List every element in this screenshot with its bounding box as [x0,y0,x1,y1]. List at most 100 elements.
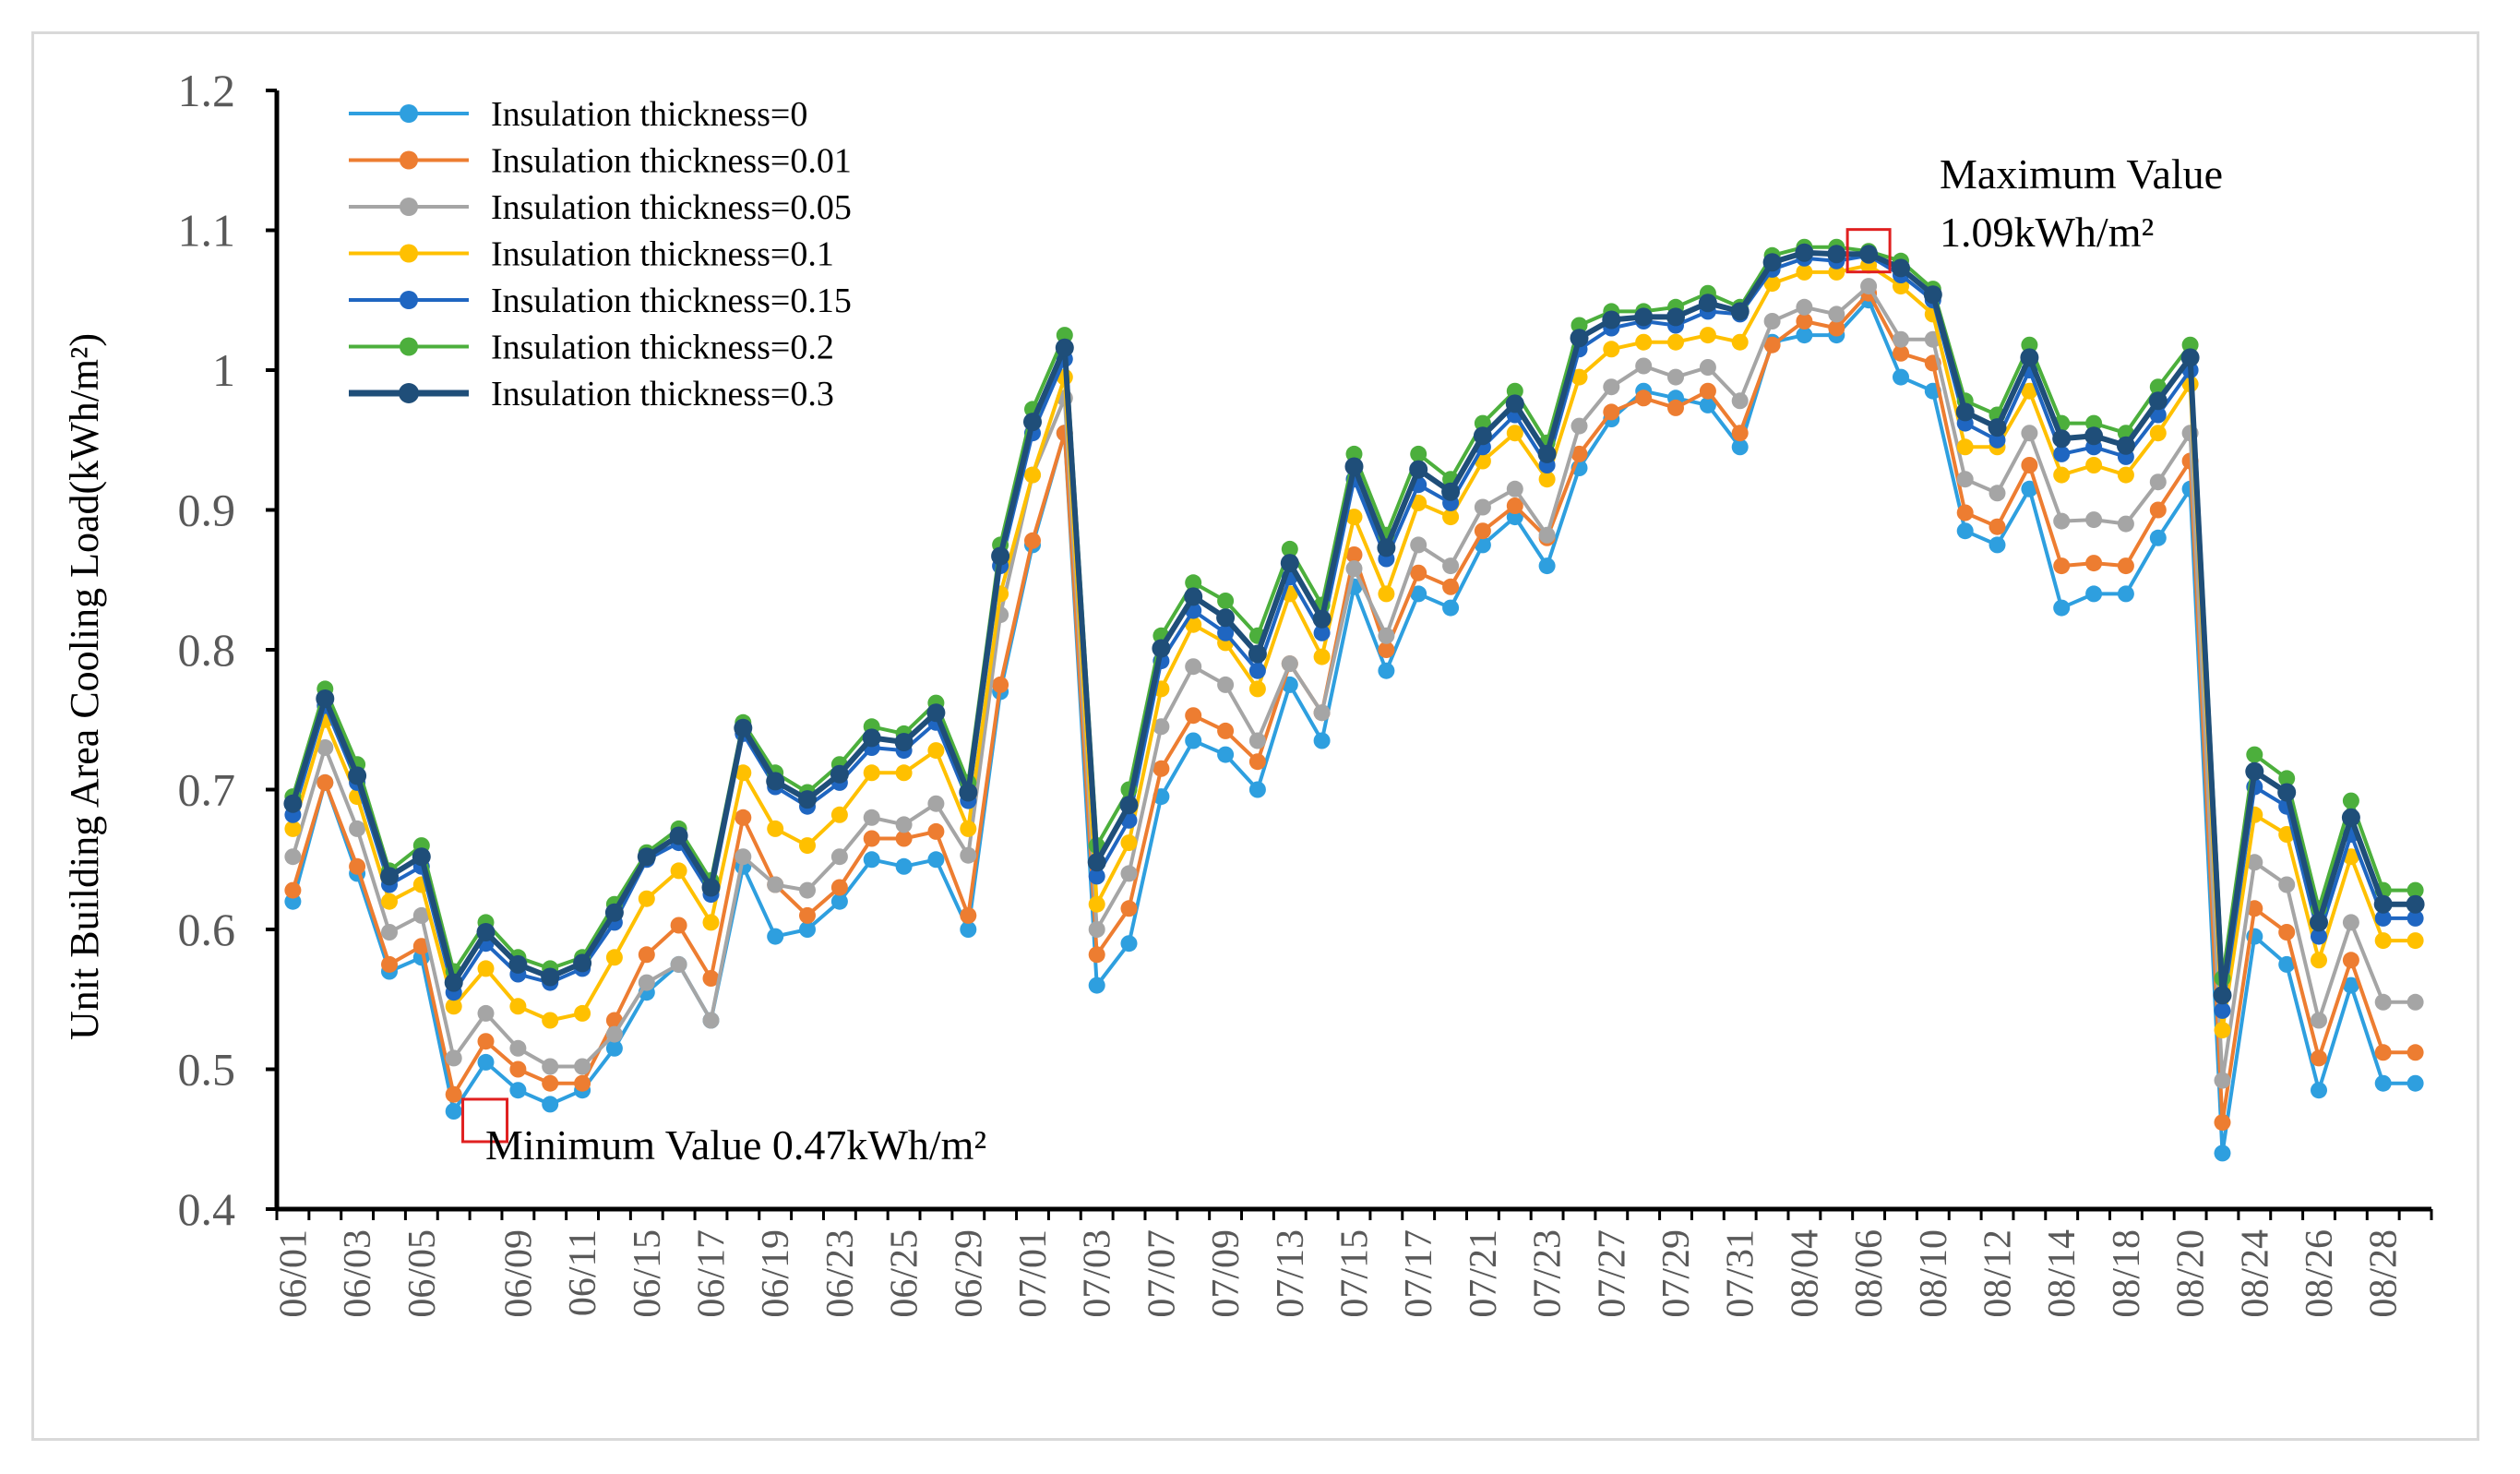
data-point [1731,425,1749,442]
legend-label: Insulation thickness=0.15 [491,282,852,320]
x-tick-label: 08/24 [2234,1229,2276,1318]
data-point [1956,438,1974,456]
data-point [895,857,913,875]
x-tick-label: 07/29 [1655,1229,1698,1318]
data-point [1119,796,1139,815]
x-tick-label: 07/03 [1077,1229,1119,1318]
legend-marker [400,244,418,263]
data-point [735,809,752,826]
data-point [1056,327,1073,344]
data-point [542,1074,559,1092]
data-point [863,764,880,782]
data-point [2373,894,2393,914]
data-point [1731,438,1749,456]
data-point [2117,466,2134,484]
data-point [1506,382,1523,400]
x-tick-label: 06/05 [401,1229,444,1318]
data-point [1313,648,1331,665]
data-point [2278,876,2296,893]
data-point [2342,977,2359,994]
data-point [927,851,945,869]
data-point [1699,327,1716,344]
x-tick-label: 07/21 [1463,1229,1505,1318]
data-point [2116,436,2135,455]
data-point [1410,585,1427,603]
data-point [284,820,302,837]
data-point [1635,389,1653,407]
data-point [574,1004,591,1022]
data-point [1506,425,1523,442]
data-point [1893,368,1909,386]
data-point [1217,746,1235,763]
x-tick-label: 08/14 [2041,1229,2084,1318]
data-point [926,703,946,723]
data-point [1378,662,1395,679]
data-point [1055,338,1074,357]
data-point [1378,641,1395,658]
legend-label: Insulation thickness=0.3 [491,375,834,413]
data-point [2407,881,2424,899]
data-point [2053,512,2071,530]
series-1 [284,284,2424,1132]
data-point [1217,624,1235,641]
legend-marker [400,150,418,170]
data-point [2053,445,2071,462]
data-point [412,906,430,924]
data-point [2374,993,2392,1011]
data-point [605,1025,623,1043]
x-tick-label: 06/09 [497,1229,540,1318]
data-point [2148,391,2168,411]
data-point [2084,426,2104,446]
data-point [2341,808,2360,827]
data-point [1442,509,1460,526]
data-point [863,809,880,826]
y-tick-label: 1.1 [178,205,236,257]
series-2 [284,278,2424,1089]
data-point [381,924,398,941]
max-value-label: Maximum Value [1940,150,2223,198]
data-point [412,847,431,867]
data-point [477,960,495,977]
data-point [1731,392,1749,410]
data-point [638,946,655,964]
data-point [830,879,848,896]
data-point [992,676,1009,693]
x-tick-label: 06/03 [337,1229,379,1318]
data-point [604,903,624,922]
legend-label: Insulation thickness=0.05 [491,188,852,227]
x-tick-label: 08/26 [2299,1229,2341,1318]
data-point [1796,313,1813,330]
data-point [1409,460,1428,479]
data-point [1762,253,1782,272]
data-point [799,921,816,938]
data-point [1248,753,1266,771]
data-point [2407,909,2424,927]
data-point [2085,457,2103,473]
data-point [1989,536,2006,554]
data-point [2085,555,2103,572]
data-point [1281,540,1298,557]
data-point [1827,245,1846,264]
data-point [830,764,849,784]
data-point [1571,317,1588,334]
data-point [1634,307,1654,327]
legend-marker [400,104,418,123]
data-point [2342,792,2359,809]
data-point [638,974,655,991]
data-point [573,953,592,973]
series-6 [283,243,2425,1005]
data-point [1570,329,1589,348]
data-point [2181,336,2199,354]
data-point [1378,627,1395,644]
data-point [1185,707,1202,725]
data-point [2311,1049,2327,1067]
data-point [2052,429,2072,449]
data-point [445,1103,462,1120]
data-point [2246,746,2263,763]
data-point [2180,348,2200,367]
data-point [701,878,721,897]
legend-marker [400,291,418,309]
data-point [670,955,687,973]
data-point [1667,368,1684,386]
x-tick-label: 07/15 [1334,1229,1377,1318]
